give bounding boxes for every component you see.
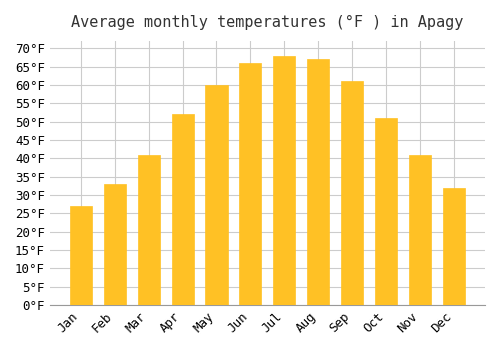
Bar (172, 114, 194, 305)
Bar (443, 188, 465, 305)
Bar (375, 118, 398, 305)
Bar (104, 184, 126, 305)
Bar (70, 206, 92, 305)
Bar (342, 81, 363, 305)
Bar (274, 56, 295, 305)
Bar (240, 63, 262, 305)
Bar (138, 155, 160, 305)
Title: Average monthly temperatures (°F ) in Apagy: Average monthly temperatures (°F ) in Ap… (71, 15, 464, 30)
Bar (206, 85, 228, 305)
Bar (409, 155, 432, 305)
Bar (308, 59, 330, 305)
